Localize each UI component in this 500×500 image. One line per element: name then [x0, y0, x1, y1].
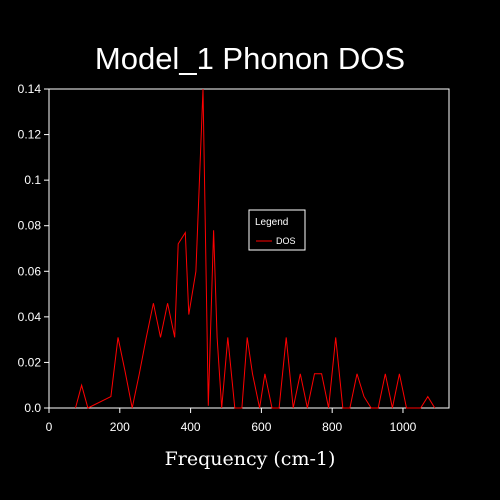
y-tick-label: 0.1 [24, 173, 41, 187]
plot-frame [48, 88, 450, 409]
x-tick-label: 200 [110, 420, 130, 434]
y-tick-label: 0.04 [18, 310, 42, 324]
series-line-dos [75, 88, 436, 409]
legend-box [248, 209, 306, 251]
legend-label-dos: DOS [276, 236, 296, 246]
y-axis-ticks: 0.0 0.02 0.04 0.06 0.08 0.1 0.12 0.14 [18, 82, 49, 415]
x-tick-label: 1000 [390, 420, 417, 434]
y-tick-label: 0.08 [18, 219, 42, 233]
x-axis-label: Frequency (cm-1) [165, 448, 336, 470]
series-layer [75, 88, 436, 409]
y-tick-label: 0.14 [18, 82, 42, 96]
legend: Legend DOS [248, 209, 306, 251]
y-tick-label: 0.12 [18, 128, 42, 142]
x-tick-label: 0 [46, 420, 53, 434]
x-tick-label: 800 [322, 420, 342, 434]
y-tick-label: 0.02 [18, 355, 42, 369]
y-tick-label: 0.0 [24, 401, 41, 415]
x-axis-ticks: 0 200 400 600 800 1000 [46, 408, 417, 434]
x-tick-label: 600 [251, 420, 271, 434]
y-tick-label: 0.06 [18, 264, 42, 278]
legend-title: Legend [255, 217, 288, 228]
x-tick-label: 400 [181, 420, 201, 434]
chart-title: Model_1 Phonon DOS [95, 41, 405, 76]
